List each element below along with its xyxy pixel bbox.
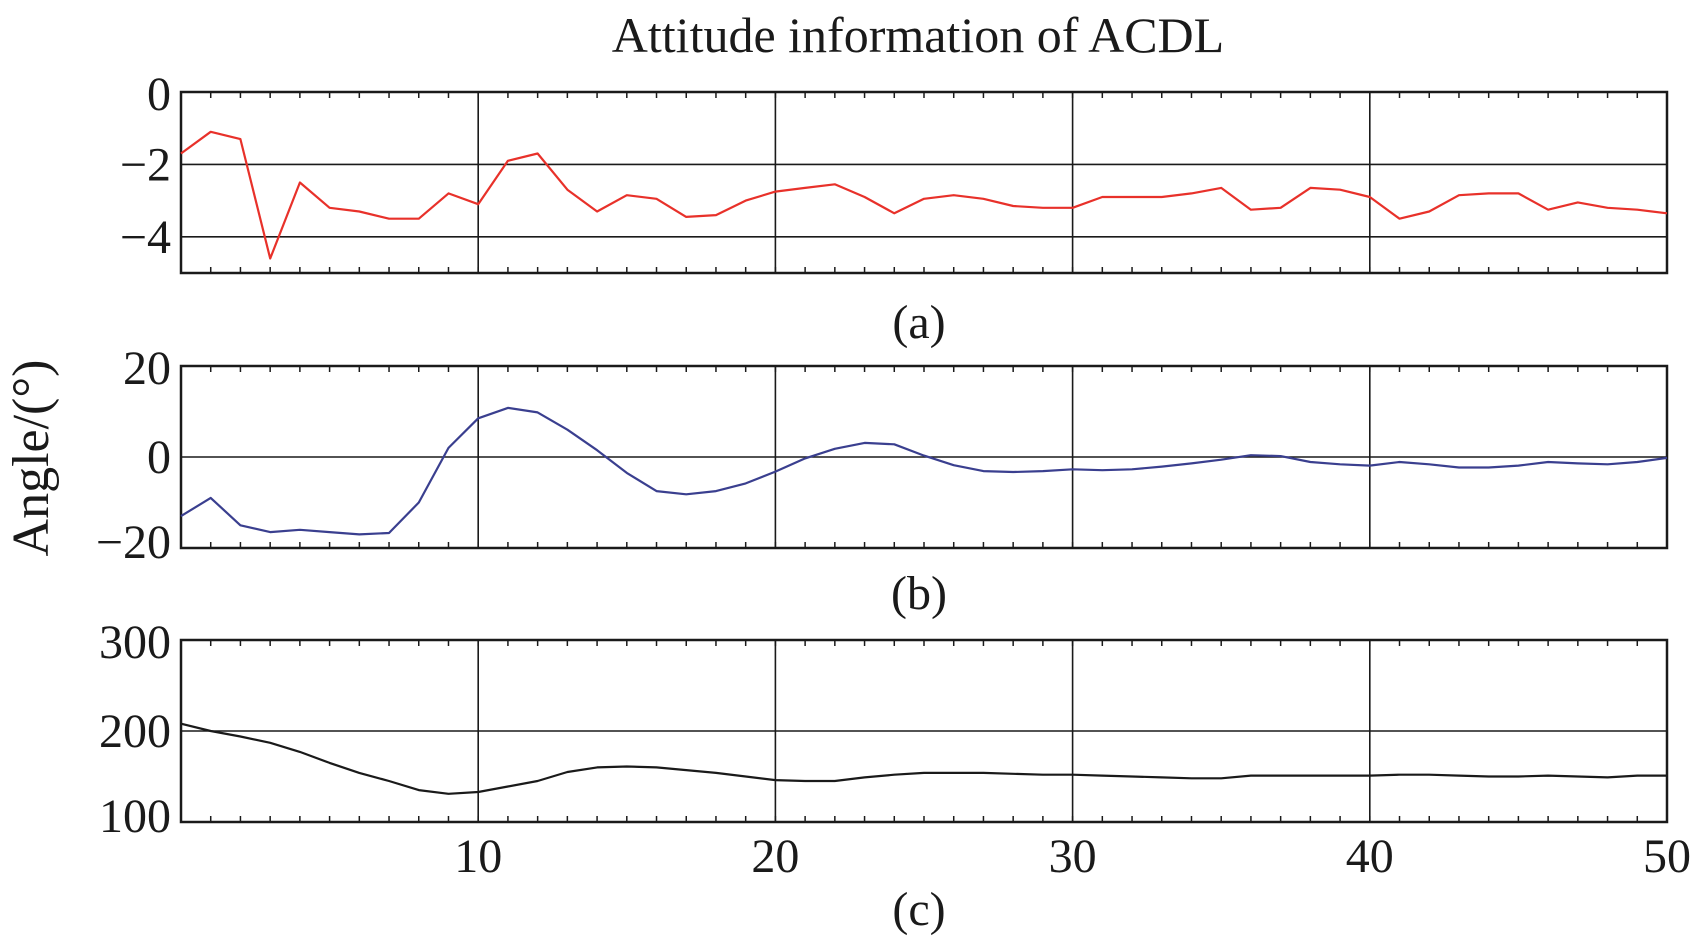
x-tick-label: 50	[1643, 830, 1691, 883]
y-tick-label: −4	[120, 211, 171, 264]
x-tick-label: 40	[1346, 830, 1394, 883]
panel-caption: (a)	[892, 296, 945, 349]
series-line	[180, 722, 1667, 795]
y-tick-label: 300	[99, 616, 171, 669]
x-tick-label: 10	[454, 830, 502, 883]
y-axis-label: Angle/(°)	[3, 360, 60, 557]
y-tick-label: 200	[99, 705, 171, 758]
y-tick-label: 0	[147, 431, 171, 484]
y-tick-label: 0	[147, 68, 171, 121]
y-tick-label: −2	[120, 138, 171, 191]
axes-frame	[179, 364, 1669, 550]
panel-1: 0 −2 −4 (a)	[120, 68, 1669, 349]
series-line	[180, 406, 1668, 536]
y-tick-label: −20	[96, 516, 171, 569]
figure-title: Attitude information of ACDL	[612, 7, 1224, 63]
series-line	[180, 130, 1668, 260]
y-tick-label: 100	[99, 790, 171, 843]
axes-frame	[179, 638, 1669, 824]
x-tick-label: 20	[751, 830, 799, 883]
panel-caption: (c)	[892, 883, 945, 936]
axes-frame	[179, 90, 1669, 275]
panel-caption: (b)	[891, 567, 947, 620]
x-tick-label: 30	[1049, 830, 1097, 883]
panel-3: 300 200 100 10 20 30 40 50 (c)	[99, 616, 1691, 936]
y-tick-label: 20	[123, 342, 171, 395]
panel-2: 20 0 −20 (b)	[96, 342, 1669, 620]
